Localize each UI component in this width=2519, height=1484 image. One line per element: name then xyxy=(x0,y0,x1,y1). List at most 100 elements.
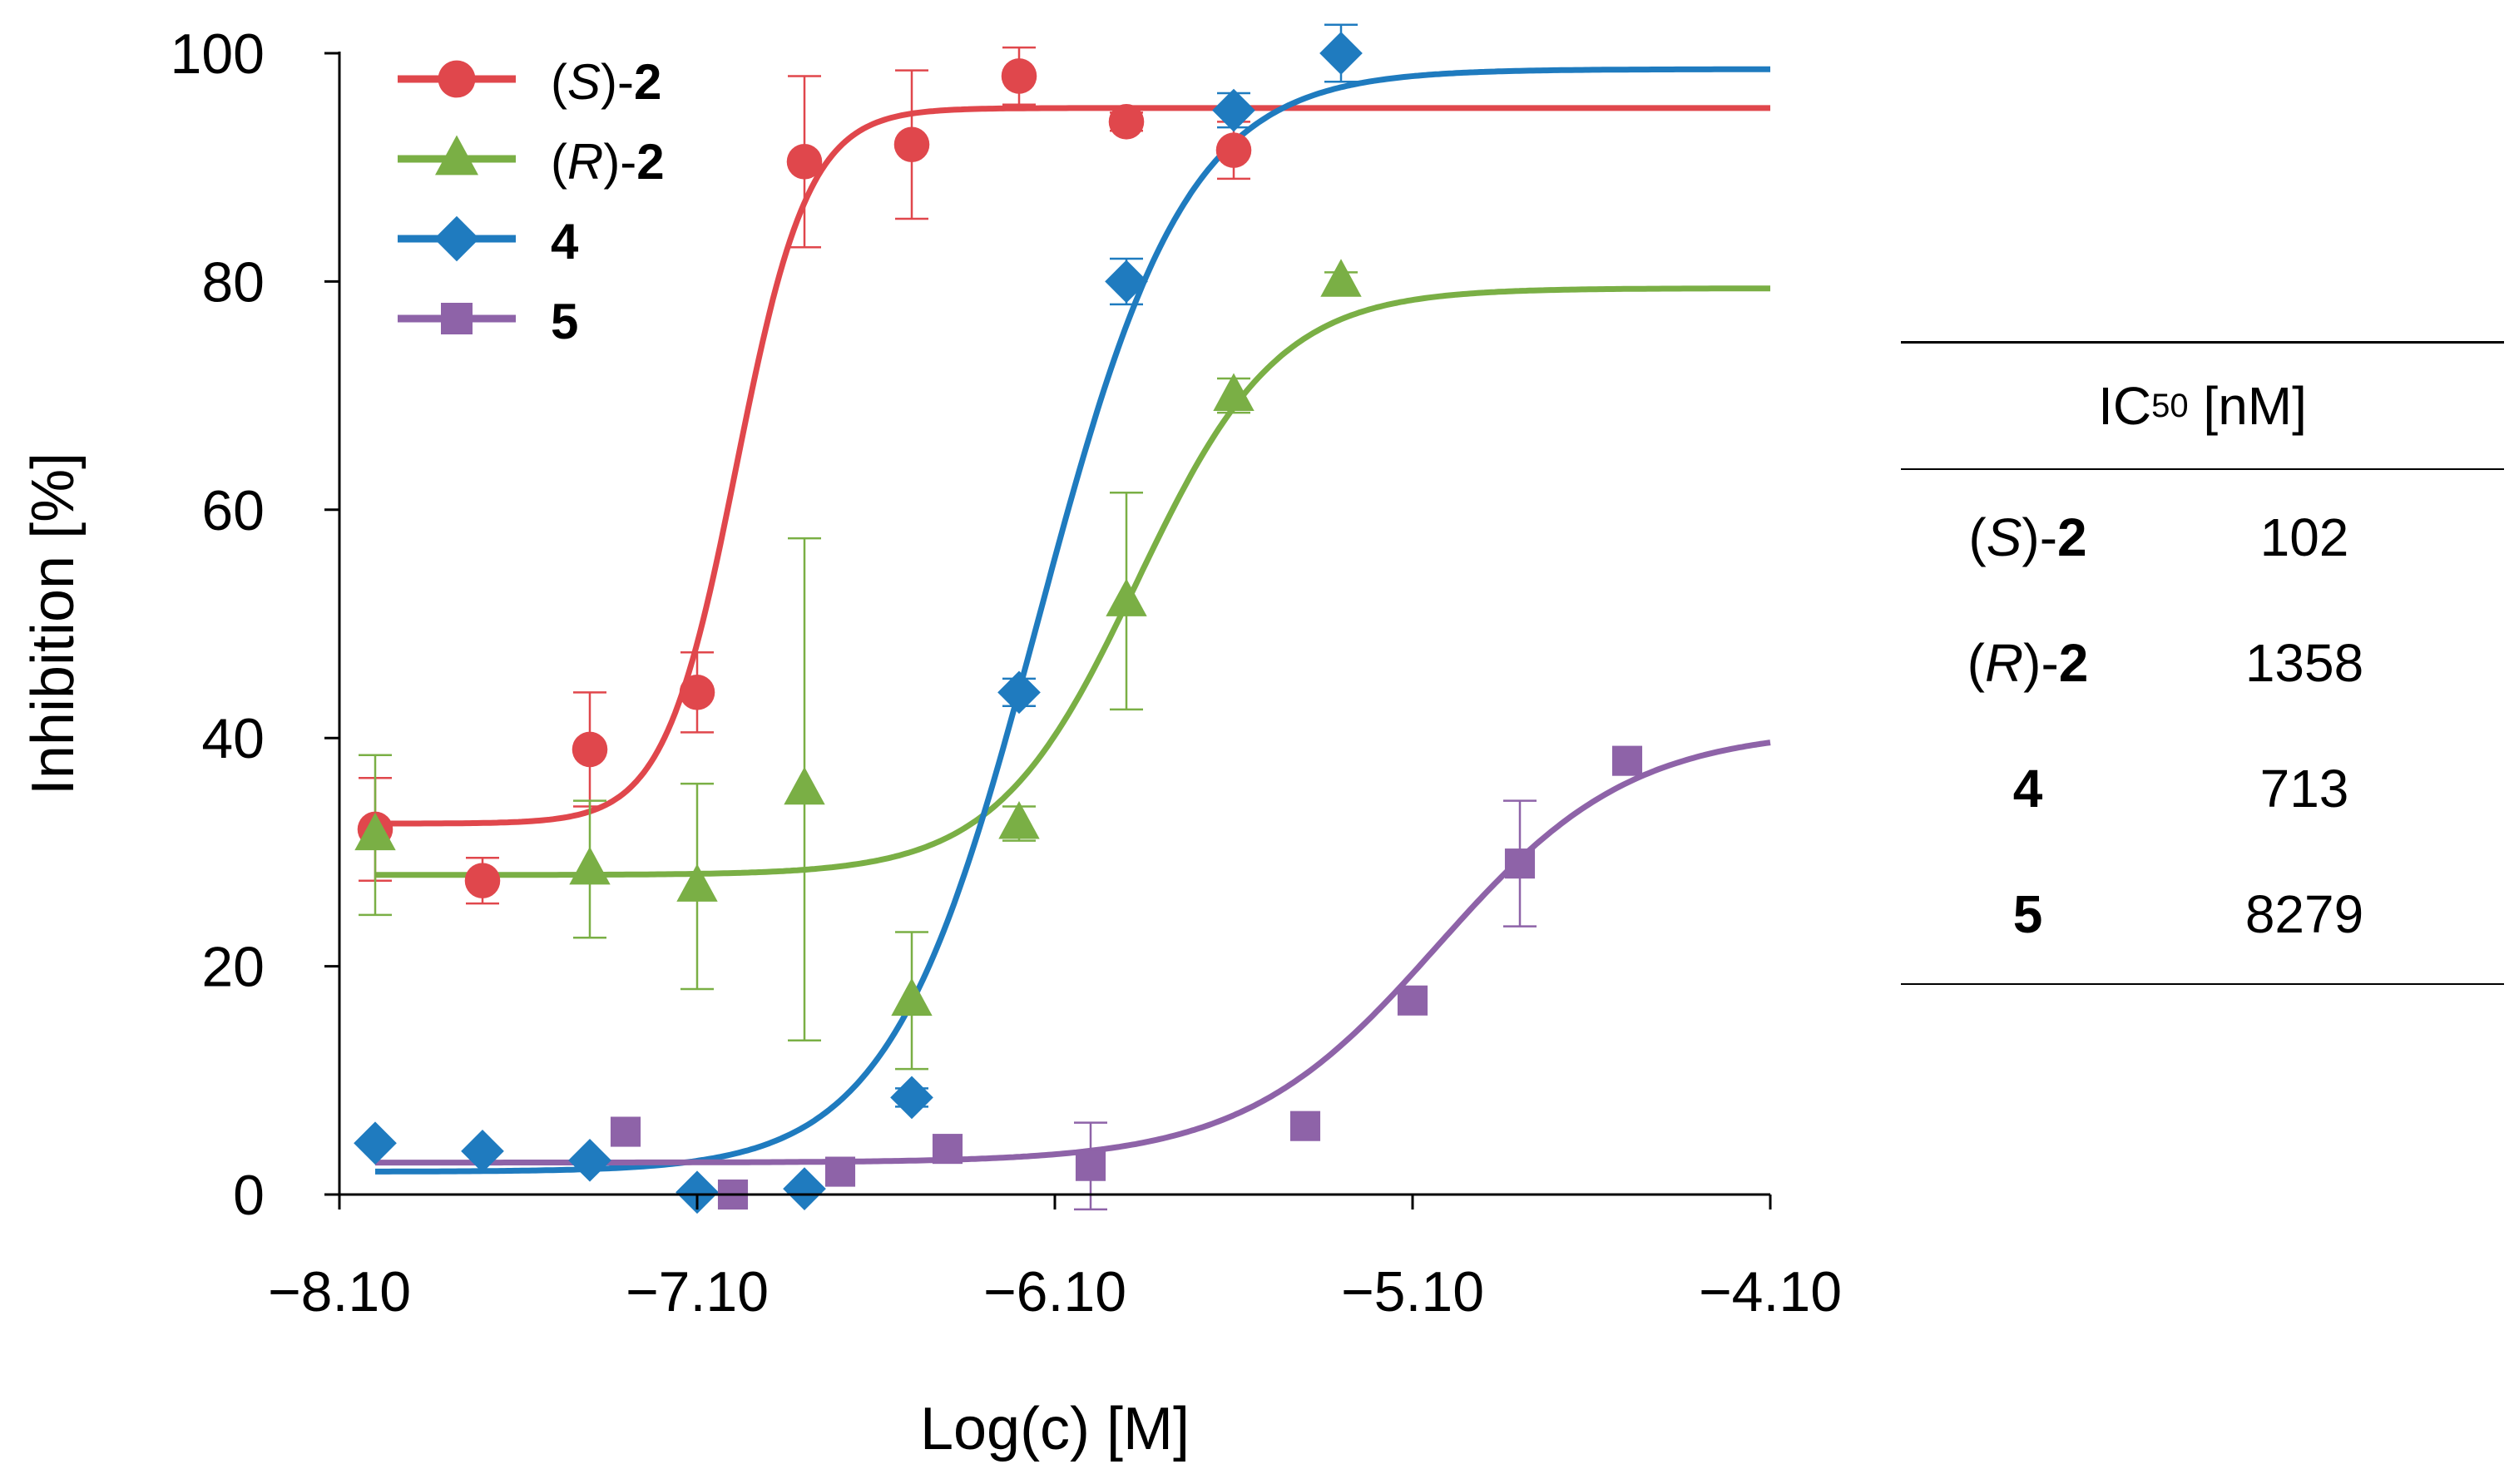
table-mid-rule xyxy=(1901,468,2504,470)
data-point-diamond xyxy=(676,1170,719,1214)
x-tick-label: −8.10 xyxy=(268,1260,411,1323)
ic50-table-body: (S)-2 102 (R)-2 1358 4 713 5 8279 xyxy=(1901,470,2504,983)
table-row: (S)-2 102 xyxy=(1901,474,2504,600)
table-row: 4 713 xyxy=(1901,725,2504,851)
compound-stereo: S xyxy=(1986,507,2022,567)
data-point-triangle xyxy=(354,812,396,851)
data-point-diamond xyxy=(890,1076,933,1120)
legend-marker-circle xyxy=(438,60,476,98)
y-tick-label: 0 xyxy=(233,1164,265,1227)
compound-number: 4 xyxy=(2012,758,2043,819)
compound-cell: (S)-2 xyxy=(1901,507,2155,568)
data-point-square xyxy=(932,1134,963,1165)
ic50-value: 713 xyxy=(2259,758,2349,819)
legend-label-part: 2 xyxy=(634,54,661,110)
table-row: 5 8279 xyxy=(1901,851,2504,977)
data-point-triangle xyxy=(569,846,611,885)
legend: (S)-2(R)-245 xyxy=(398,54,665,349)
compound-cell: 4 xyxy=(1901,758,2155,819)
legend-label: (R)-2 xyxy=(551,134,665,190)
data-point-triangle xyxy=(1320,259,1362,297)
data-point-diamond xyxy=(997,670,1041,715)
ic50-table: IC 50 [nM] (S)-2 102 (R)-2 1358 4 713 5 8… xyxy=(1901,341,2504,985)
compound-number: 5 xyxy=(2012,883,2043,944)
data-point-triangle xyxy=(998,801,1040,839)
y-tick-label: 40 xyxy=(201,707,265,770)
legend-marker-square xyxy=(441,303,473,334)
data-point-triangle xyxy=(676,863,718,902)
x-tick-label: −5.10 xyxy=(1341,1260,1484,1323)
legend-label-part: )- xyxy=(601,54,634,110)
ic50-value: 102 xyxy=(2259,507,2349,567)
data-point-circle xyxy=(1215,132,1252,168)
data-point-square xyxy=(1075,1150,1106,1181)
legend-label-part: 2 xyxy=(636,134,664,190)
legend-label: (S)-2 xyxy=(551,54,661,110)
y-tick-label: 100 xyxy=(171,22,265,86)
ic50-header-subscript: 50 xyxy=(2151,387,2189,424)
y-axis-title: Inhibition [%] xyxy=(20,453,87,795)
data-point-diamond xyxy=(1319,32,1363,75)
data-point-triangle xyxy=(891,977,933,1017)
ic50-header-label: IC xyxy=(2098,376,2152,436)
legend-marker-diamond xyxy=(433,215,480,262)
table-bottom-rule xyxy=(1901,983,2504,985)
fit-curve-diamond xyxy=(375,66,1770,1175)
data-point-circle xyxy=(1001,58,1037,94)
data-point-diamond xyxy=(461,1130,504,1173)
dose-response-chart: 0 20 40 60 80 100 −8.10 −7.10 −6.10 −5.10 −4.10 Log… xyxy=(20,22,1842,1462)
y-tick-label: 80 xyxy=(201,250,265,314)
ic50-value: 1358 xyxy=(2244,632,2364,693)
data-point-circle xyxy=(893,126,930,163)
axes: 0 20 40 60 80 100 −8.10 −7.10 −6.10 −5.10 −4.10 Log… xyxy=(20,22,1842,1462)
x-tick-label: −4.10 xyxy=(1699,1260,1842,1323)
legend-label-part: ( xyxy=(551,134,567,190)
legend-label-part: S xyxy=(567,54,601,110)
fit-curves xyxy=(375,66,1771,1175)
compound-cell: 5 xyxy=(1901,883,2155,945)
compound-prefix: ( xyxy=(1967,632,1985,693)
legend-label-part: ( xyxy=(551,54,567,110)
compound-stereo: R xyxy=(1984,632,2024,693)
data-point-diamond xyxy=(354,1121,397,1165)
data-point-triangle xyxy=(1213,373,1255,411)
compound-suffix: )- xyxy=(2023,632,2059,693)
compound-number: 2 xyxy=(2057,507,2087,567)
data-point-circle xyxy=(572,731,608,768)
compound-cell: (R)-2 xyxy=(1901,632,2155,694)
ic50-value: 8279 xyxy=(2244,883,2364,944)
y-tick-label: 20 xyxy=(201,936,265,999)
legend-label-part: )- xyxy=(603,134,636,190)
fit-curve-circle xyxy=(375,105,1770,827)
compound-suffix: )- xyxy=(2022,507,2058,567)
legend-label-part: 5 xyxy=(551,294,578,349)
data-point-diamond xyxy=(783,1167,826,1210)
compound-prefix: ( xyxy=(1968,507,1987,567)
legend-label: 4 xyxy=(551,214,579,270)
data-point-triangle xyxy=(1106,578,1147,616)
ic50-header: IC 50 [nM] xyxy=(1901,344,2504,468)
data-point-circle xyxy=(786,144,823,180)
data-point-circle xyxy=(679,675,715,710)
x-axis-title: Log(c) [M] xyxy=(920,1396,1190,1462)
ic50-header-unit: [nM] xyxy=(2188,376,2307,436)
legend-label: 5 xyxy=(551,294,578,349)
data-point-diamond xyxy=(568,1139,611,1182)
legend-marker-triangle xyxy=(435,135,478,176)
data-markers xyxy=(354,32,1643,1214)
table-top-rule xyxy=(1901,341,2504,344)
x-tick-label: −6.10 xyxy=(983,1260,1126,1323)
data-point-circle xyxy=(464,863,501,898)
data-point-diamond xyxy=(1105,260,1148,304)
data-point-square xyxy=(824,1156,856,1187)
data-point-square xyxy=(1504,848,1536,879)
y-tick-label: 60 xyxy=(201,479,265,542)
data-point-triangle xyxy=(784,766,825,805)
data-point-square xyxy=(610,1116,641,1147)
table-row: (R)-2 1358 xyxy=(1901,600,2504,725)
legend-label-part: R xyxy=(567,134,603,190)
fit-curve-triangle xyxy=(375,285,1770,878)
x-tick-label: −7.10 xyxy=(626,1260,769,1323)
data-point-square xyxy=(1397,985,1428,1016)
data-point-diamond xyxy=(1212,88,1255,132)
